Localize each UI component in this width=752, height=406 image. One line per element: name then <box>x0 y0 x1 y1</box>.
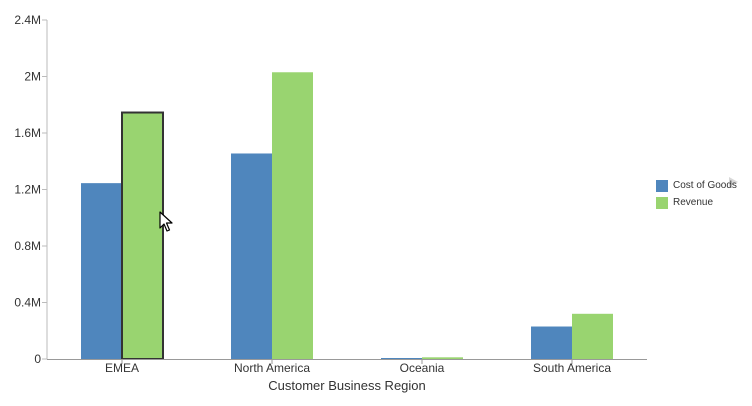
legend: Cost of Goods Revenue <box>656 177 737 211</box>
y-tick-label: 2M <box>24 70 41 84</box>
legend-item[interactable]: Revenue <box>656 194 737 211</box>
y-tick-label: 0.8M <box>14 239 41 253</box>
bar-cost-of-goods-south-america[interactable] <box>531 326 572 359</box>
x-axis-ticks: EMEA North America Oceania South America <box>105 359 611 375</box>
mouse-pointer-icon <box>159 211 173 232</box>
legend-swatch <box>656 196 668 209</box>
bar-revenue-emea[interactable] <box>121 111 164 360</box>
y-tick-label: 0 <box>34 352 41 366</box>
y-axis-ticks: 0 0.4M 0.8M 1.2M 1.6M 2M 2.4M <box>14 13 47 366</box>
x-tick-label: Oceania <box>400 361 445 375</box>
legend-scroll-arrow-icon[interactable] <box>729 177 738 187</box>
y-tick-label: 0.4M <box>14 296 41 310</box>
legend-item[interactable]: Cost of Goods <box>656 177 737 194</box>
x-tick-label: North America <box>234 361 310 375</box>
bar-cost-of-goods-north-america[interactable] <box>231 153 272 359</box>
bar-revenue-north-america[interactable] <box>272 72 313 359</box>
y-tick-label: 1.6M <box>14 126 41 140</box>
bar-cost-of-goods-oceania[interactable] <box>381 358 422 359</box>
legend-label: Cost of Goods <box>673 180 737 191</box>
bar-cost-of-goods-emea[interactable] <box>81 183 122 359</box>
x-axis-title: Customer Business Region <box>268 378 426 393</box>
legend-label: Revenue <box>673 197 714 208</box>
x-tick-label: EMEA <box>105 361 139 375</box>
legend-swatch <box>656 179 668 192</box>
bars-group <box>81 72 613 360</box>
bar-revenue-oceania[interactable] <box>422 357 463 359</box>
bar-revenue-south-america[interactable] <box>572 313 613 359</box>
y-tick-label: 2.4M <box>14 13 41 27</box>
y-tick-label: 1.2M <box>14 183 41 197</box>
x-tick-label: South America <box>533 361 611 375</box>
